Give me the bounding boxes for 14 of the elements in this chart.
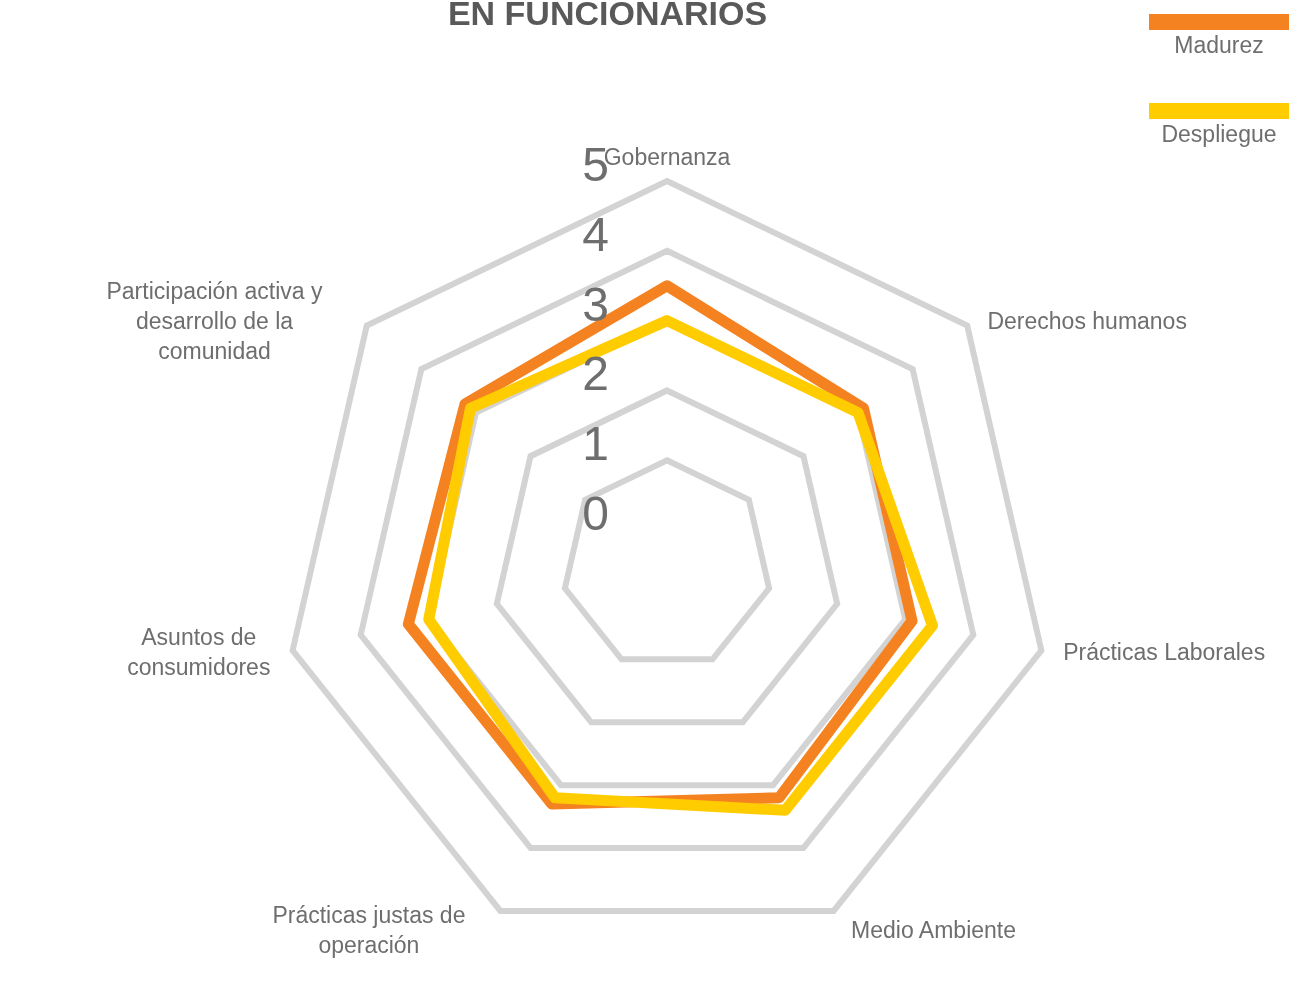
spoke-label: Medio Ambiente	[851, 917, 1017, 944]
y-tick-label: 3	[582, 277, 609, 331]
spoke-label: Prácticas justas de operación	[272, 902, 466, 959]
spoke-label: Prácticas Laborales	[1063, 639, 1266, 666]
y-tick-label: 4	[582, 207, 609, 261]
chart-title: EN FUNCIONARIOS	[446, 0, 769, 33]
spoke-label: Asuntos de consumidores	[127, 624, 271, 681]
spoke-label: Derechos humanos	[987, 307, 1187, 334]
y-tick-label: 1	[582, 417, 609, 471]
text: Despliegue	[1160, 121, 1278, 148]
text: Madurez	[1173, 32, 1265, 59]
spoke-label: Participación activa y desarrollo de la comunidad	[106, 277, 324, 364]
y-tick-label: 0	[582, 487, 609, 541]
y-tick-label: 2	[582, 347, 609, 401]
